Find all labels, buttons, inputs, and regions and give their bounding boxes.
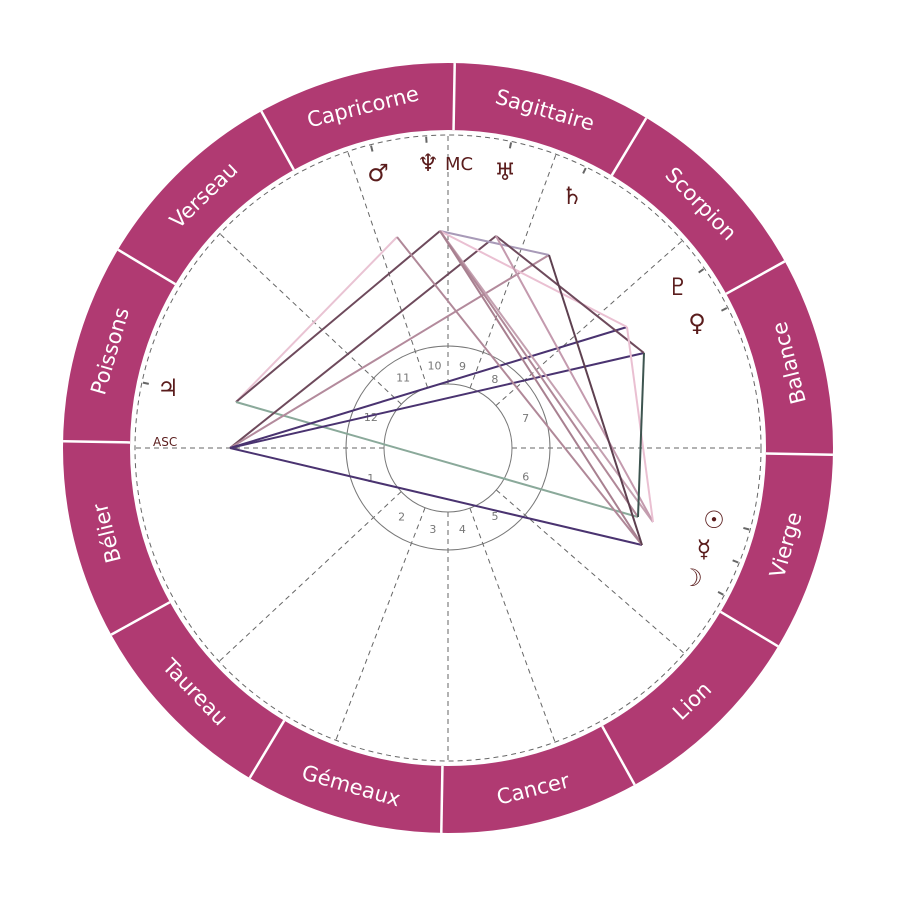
aspect-line-jupiter-mercury <box>235 401 639 518</box>
planet-tick <box>732 559 739 564</box>
aspect-line-asc-moon <box>229 447 643 546</box>
house-number: 7 <box>522 412 529 425</box>
planet-tick <box>582 167 587 174</box>
uranus-icon: ♅ <box>494 158 516 186</box>
house-cusp-line <box>335 507 426 741</box>
sun-icon: ☉ <box>703 506 725 534</box>
house-cusp-line <box>495 489 685 654</box>
sign-divider <box>117 248 177 286</box>
planet-tick <box>370 145 374 152</box>
aspect-line-neptune-saturn <box>439 230 550 256</box>
house-cusp-line <box>495 240 683 406</box>
sign-divider <box>719 610 779 648</box>
house-cusp-line <box>469 154 557 389</box>
sign-divider <box>63 440 131 444</box>
sign-divider <box>248 719 286 779</box>
outer-dashed-circle <box>134 134 762 762</box>
aspect-line-neptune-pluto <box>439 230 628 328</box>
house-cusp-line <box>347 151 428 388</box>
aspect-line-neptune-moon <box>439 230 643 546</box>
sign-divider <box>725 260 786 295</box>
sign-divider <box>765 452 833 456</box>
pluto-icon: ♇ <box>667 273 689 301</box>
sign-divider <box>440 765 444 833</box>
aspect-line-venus-mercury <box>637 352 645 518</box>
aspect-lines <box>229 230 654 546</box>
house-cusps <box>134 134 762 762</box>
moon-icon: ☽ <box>681 564 703 592</box>
aspect-line-asc-saturn <box>229 254 550 449</box>
sign-divider <box>452 63 456 131</box>
aspect-line-saturn-moon <box>548 254 643 546</box>
house-number: 9 <box>459 360 466 373</box>
sign-divider <box>260 110 295 171</box>
house-number: 11 <box>396 372 410 385</box>
house-cusp-line <box>469 507 556 743</box>
planet-tick <box>142 381 150 385</box>
aspect-line-uranus-venus <box>495 235 645 354</box>
house-number: 8 <box>491 373 498 386</box>
aspect-line-mars-moon <box>396 236 643 546</box>
venus-icon: ♀ <box>688 309 706 337</box>
house-number: 6 <box>522 471 529 484</box>
neptune-icon: ♆ <box>417 149 439 177</box>
jupiter-icon: ♃ <box>157 374 179 402</box>
mercury-icon: ☿ <box>697 535 712 563</box>
mars-icon: ♂ <box>367 159 389 187</box>
house-number: 4 <box>459 523 466 536</box>
asc-label: ASC <box>153 435 177 449</box>
house-circle <box>345 345 551 551</box>
planet-glyphs: ♂ ♆ ♅ ♄ ♇ ♀ ☉☿☽ ♃ <box>142 136 750 596</box>
aspect-line-asc-pluto <box>229 326 628 449</box>
aspect-line-neptune-sun <box>439 230 654 523</box>
saturn-icon: ♄ <box>561 182 583 210</box>
house-number: 3 <box>429 523 436 536</box>
aspect-line-pluto-sun <box>626 326 654 523</box>
planet-tick <box>698 268 705 274</box>
ring-band <box>63 63 833 833</box>
planet-tick <box>717 591 724 596</box>
planet-tick <box>743 526 750 531</box>
sign-divider <box>610 117 648 177</box>
house-number: 2 <box>398 510 405 523</box>
sign-divider <box>110 601 171 636</box>
aspect-line-uranus-sun <box>495 235 654 523</box>
house-cusp-line <box>218 491 402 662</box>
house-number: 5 <box>492 510 499 523</box>
house-cusp-line <box>219 233 402 405</box>
planet-tick <box>721 307 728 312</box>
house-number: 10 <box>428 360 442 373</box>
house-circle <box>383 383 513 513</box>
aspect-line-asc-uranus <box>229 235 497 449</box>
planet-tick <box>508 142 513 149</box>
aspect-line-jupiter-mars <box>235 236 398 403</box>
aspect-line-jupiter-neptune <box>235 230 441 403</box>
aspect-line-neptune-mercury <box>439 230 639 518</box>
aspect-line-asc-venus <box>229 352 645 449</box>
house-number: 1 <box>367 472 374 485</box>
sign-divider <box>601 725 636 786</box>
mc-label: MC <box>445 154 473 175</box>
